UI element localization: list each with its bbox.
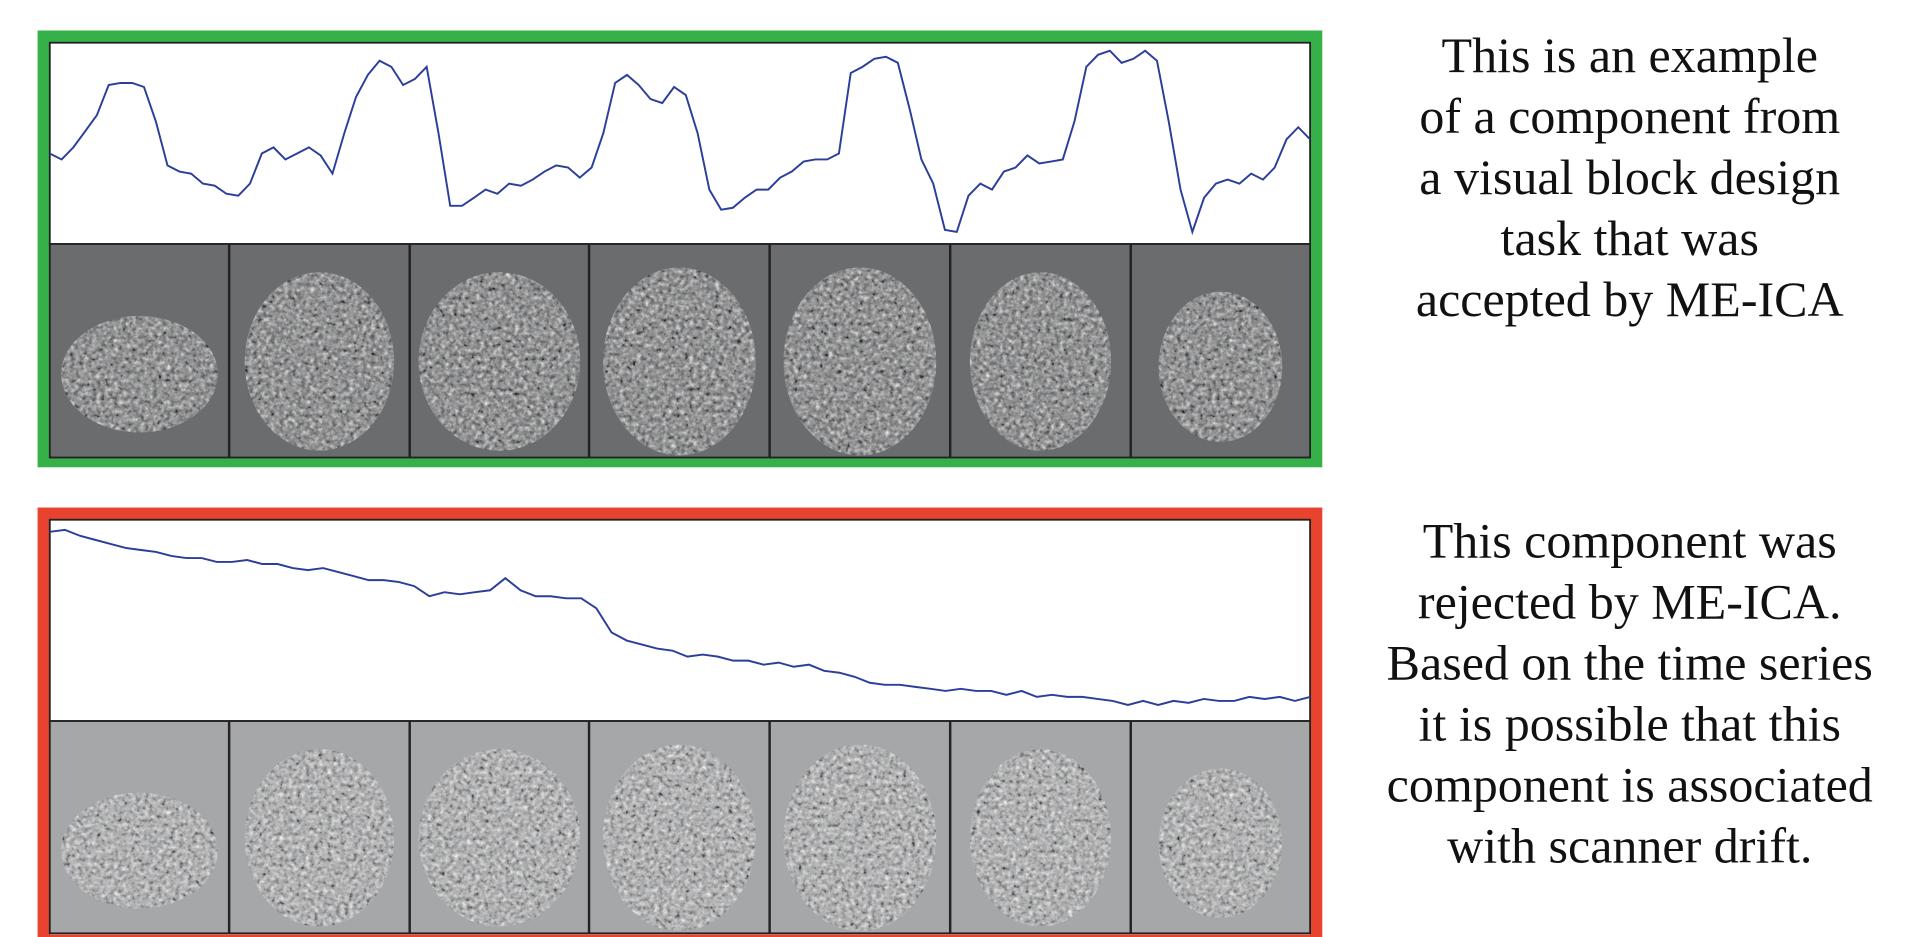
caption-line: with scanner drift. [1447, 818, 1812, 874]
caption-line: component is associated [1387, 757, 1873, 813]
figure: This is an exampleof a component froma v… [0, 0, 1915, 937]
plot-area [50, 43, 1310, 244]
brain-slice [783, 267, 936, 455]
brain-slice [603, 267, 756, 455]
brain-slice [783, 744, 936, 931]
page: This is an exampleof a component froma v… [0, 0, 1915, 937]
brain-slice [970, 272, 1111, 450]
brain-slice [1159, 292, 1283, 442]
caption-line: accepted by ME-ICA [1416, 271, 1844, 327]
brain-slice [61, 316, 218, 432]
brain-slice [245, 272, 395, 450]
caption-line: Based on the time series [1387, 635, 1873, 691]
caption-line: task that was [1501, 210, 1759, 266]
caption-line: rejected by ME-ICA. [1418, 574, 1842, 630]
brain-slice [245, 749, 395, 926]
brain-slice [970, 749, 1111, 926]
caption-line: This is an example [1442, 27, 1818, 83]
caption-line: of a component from [1419, 88, 1840, 144]
caption-line: it is possible that this [1419, 696, 1841, 752]
plot-area [50, 520, 1310, 721]
caption-line: a visual block design [1419, 149, 1840, 205]
brain-slice [419, 749, 581, 926]
caption-line: This component was [1423, 513, 1837, 569]
brain-slice [1159, 768, 1283, 917]
brain-slice [419, 272, 581, 450]
brain-slice [603, 744, 756, 931]
brain-slice [61, 793, 218, 909]
